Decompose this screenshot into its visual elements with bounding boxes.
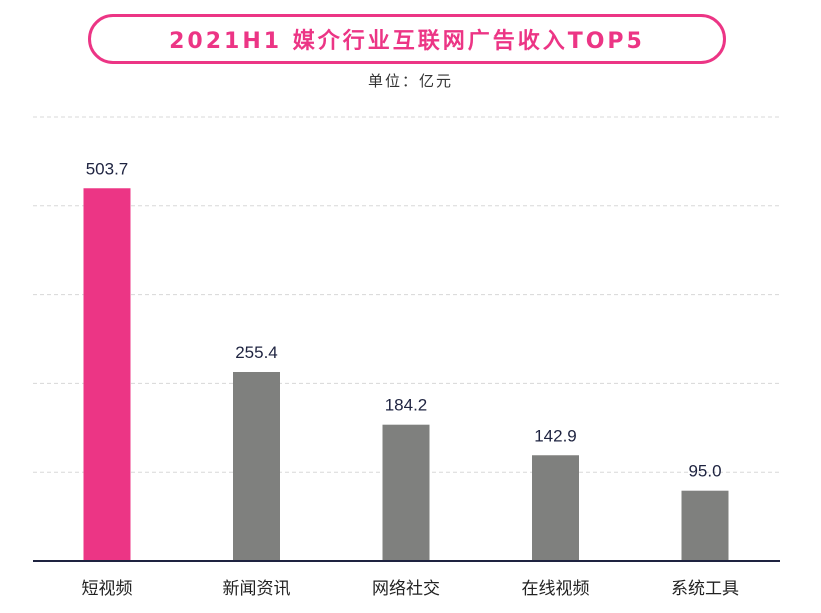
bar	[382, 424, 430, 561]
bar	[83, 188, 131, 561]
chart-title: 2021H1 媒介行业互联网广告收入TOP5	[169, 29, 645, 54]
bar	[233, 372, 280, 561]
category-label: 系统工具	[671, 579, 739, 599]
data-label: 142.9	[534, 426, 577, 445]
bar	[681, 490, 729, 561]
unit-label: 单位：亿元	[367, 72, 453, 90]
data-label: 503.7	[86, 159, 129, 178]
title-banner: 2021H1 媒介行业互联网广告收入TOP5	[88, 14, 726, 64]
data-label: 255.4	[235, 343, 278, 362]
data-label: 95.0	[688, 462, 721, 481]
category-label: 在线视频	[522, 579, 590, 599]
bar	[532, 455, 579, 561]
category-label: 短视频	[82, 579, 133, 599]
category-label: 网络社交	[372, 579, 440, 599]
data-label: 184.2	[385, 396, 428, 415]
category-label: 新闻资讯	[223, 579, 291, 599]
